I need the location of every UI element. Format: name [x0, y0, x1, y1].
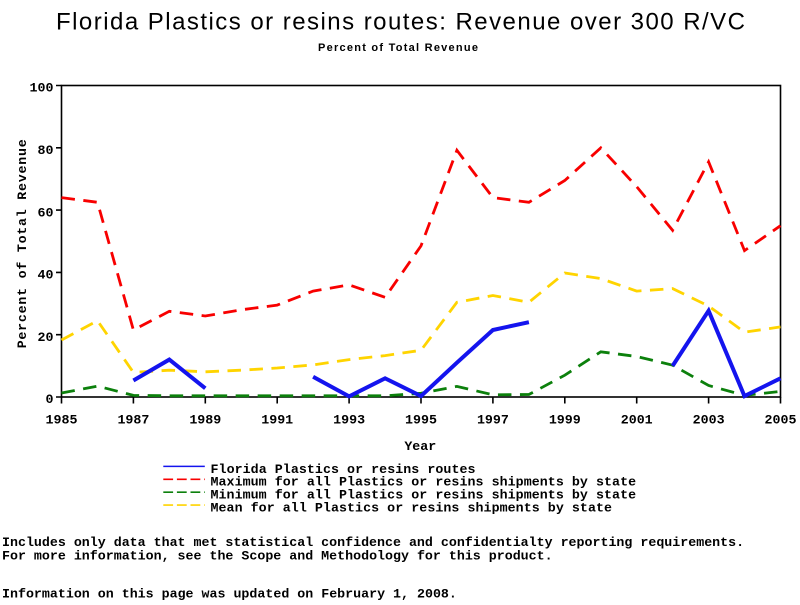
svg-text:20: 20 — [38, 330, 54, 345]
svg-text:1991: 1991 — [261, 413, 293, 428]
svg-text:1997: 1997 — [477, 413, 509, 428]
svg-text:Florida Plastics or resins rou: Florida Plastics or resins routes — [211, 462, 476, 477]
svg-text:For more information, see the: For more information, see the Scope and … — [2, 549, 553, 564]
svg-text:0: 0 — [46, 392, 54, 407]
svg-text:1995: 1995 — [405, 413, 437, 428]
svg-text:Information on this page was u: Information on this page was updated on … — [2, 586, 457, 600]
svg-text:1989: 1989 — [189, 413, 221, 428]
svg-text:Maximum for all Plastics or re: Maximum for all Plastics or resins shipm… — [211, 475, 637, 490]
svg-text:60: 60 — [38, 205, 54, 220]
svg-text:Includes only data that met st: Includes only data that met statistical … — [2, 535, 744, 550]
svg-text:Year: Year — [404, 439, 436, 454]
svg-text:Mean for all Plastics or resin: Mean for all Plastics or resins shipment… — [211, 501, 613, 516]
svg-text:1993: 1993 — [333, 413, 365, 428]
svg-text:1985: 1985 — [46, 413, 78, 428]
svg-text:Minimum for all Plastics or re: Minimum for all Plastics or resins shipm… — [211, 488, 637, 503]
svg-text:Percent of Total Revenue: Percent of Total Revenue — [318, 42, 478, 54]
svg-text:1999: 1999 — [549, 413, 581, 428]
svg-text:100: 100 — [30, 81, 54, 96]
svg-text:2005: 2005 — [765, 413, 797, 428]
svg-text:2001: 2001 — [621, 413, 653, 428]
svg-text:80: 80 — [38, 143, 54, 158]
svg-text:2003: 2003 — [693, 413, 725, 428]
svg-text:Florida Plastics or resins rou: Florida Plastics or resins routes: Reven… — [56, 9, 745, 36]
svg-text:1987: 1987 — [117, 413, 149, 428]
svg-text:40: 40 — [38, 268, 54, 283]
svg-text:Percent of Total Revenue: Percent of Total Revenue — [15, 139, 30, 348]
